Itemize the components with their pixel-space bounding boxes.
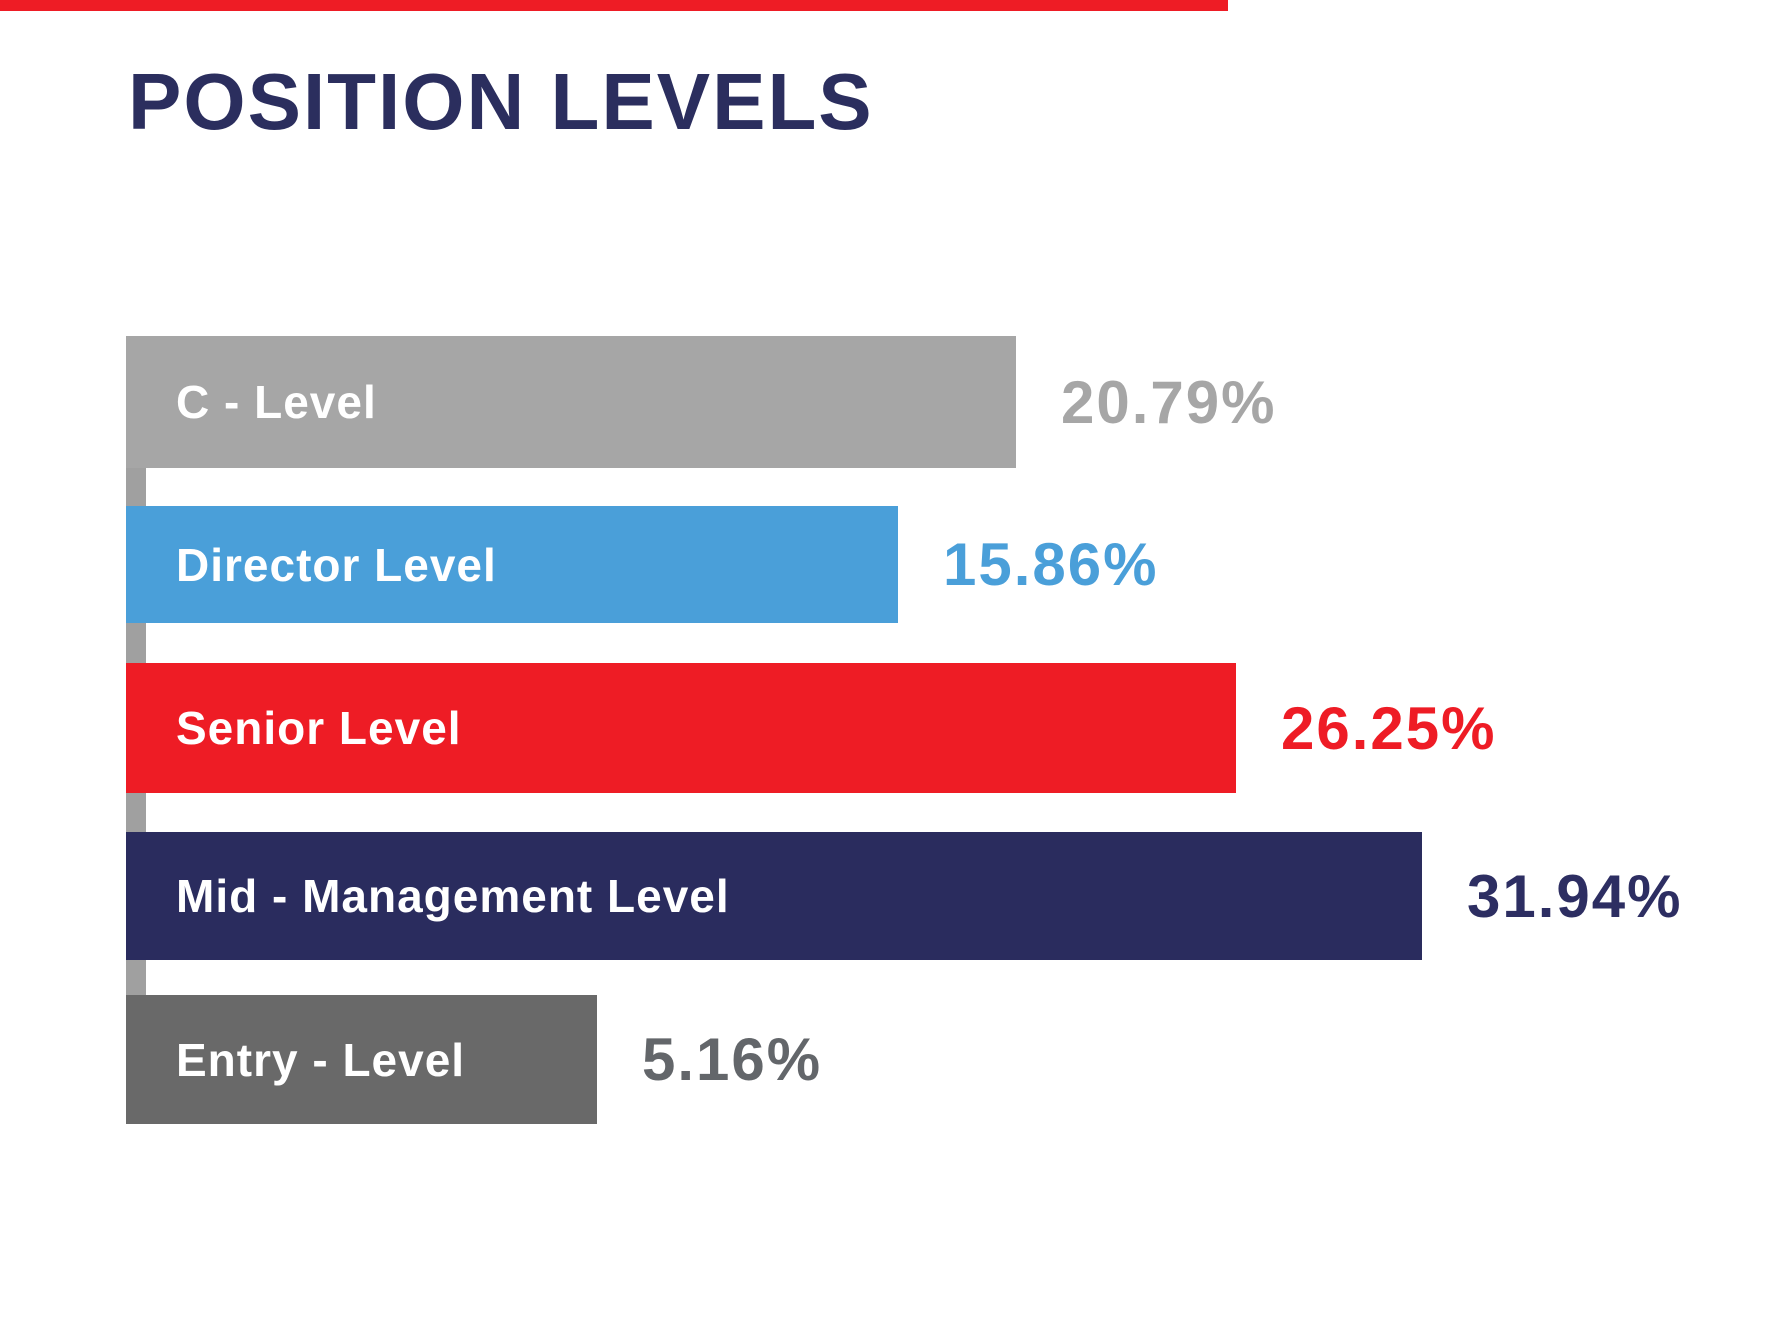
chart-title: POSITION LEVELS — [128, 57, 874, 146]
bar-value: 5.16% — [642, 1026, 823, 1093]
bar-label: Director Level — [176, 538, 497, 591]
bar-value: 20.79% — [1061, 368, 1277, 436]
bar: Mid - Management Level — [126, 832, 1422, 960]
bar: C - Level — [126, 336, 1016, 468]
bar-value: 31.94% — [1467, 862, 1683, 930]
bar-row-director-level: Director Level 15.86% — [126, 506, 1159, 623]
bar-row-c-level: C - Level 20.79% — [126, 336, 1277, 468]
bar: Senior Level — [126, 663, 1236, 793]
bar: Entry - Level — [126, 995, 597, 1124]
bar-row-mid-management-level: Mid - Management Level 31.94% — [126, 832, 1683, 960]
bar-row-senior-level: Senior Level 26.25% — [126, 663, 1497, 793]
bar: Director Level — [126, 506, 898, 623]
bar-label: Entry - Level — [176, 1033, 466, 1086]
bar-value: 15.86% — [943, 531, 1159, 598]
bar-label: C - Level — [176, 376, 377, 428]
bar-label: Senior Level — [176, 702, 462, 754]
bar-label: Mid - Management Level — [176, 870, 730, 922]
top-accent-bar — [0, 0, 1228, 11]
bar-value: 26.25% — [1281, 694, 1497, 762]
bar-row-entry-level: Entry - Level 5.16% — [126, 995, 822, 1124]
